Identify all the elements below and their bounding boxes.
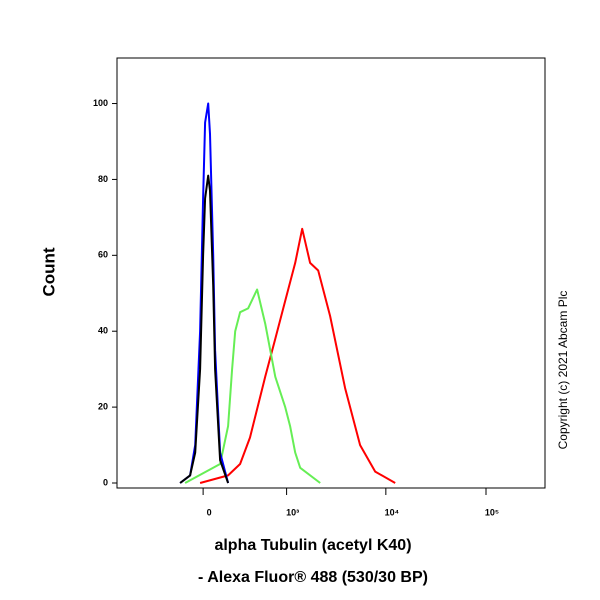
y-tick-label: 40: [98, 326, 108, 336]
series-line: [199, 227, 396, 484]
series-line: [179, 174, 230, 484]
x-tick-label: 10⁵: [485, 507, 499, 517]
x-tick-label: 10⁴: [385, 507, 399, 517]
series-line: [184, 288, 321, 484]
x-axis-label: - Alexa Fluor® 488 (530/30 BP): [198, 569, 428, 586]
series-line: [179, 102, 230, 484]
y-tick-label: 20: [98, 401, 108, 411]
y-tick-label: 60: [98, 250, 108, 260]
plot-frame: [116, 57, 546, 489]
copyright: Copyright (c) 2021 Abcam Plc: [556, 291, 570, 450]
y-tick-label: 80: [98, 174, 108, 184]
x-tick-label: 0: [207, 507, 212, 517]
x-axis-label: alpha Tubulin (acetyl K40): [214, 537, 411, 554]
y-tick-label: 0: [103, 477, 108, 487]
x-tick-label: 10³: [286, 507, 299, 517]
y-axis-label: Count: [39, 247, 58, 296]
y-tick-label: 100: [93, 98, 108, 108]
